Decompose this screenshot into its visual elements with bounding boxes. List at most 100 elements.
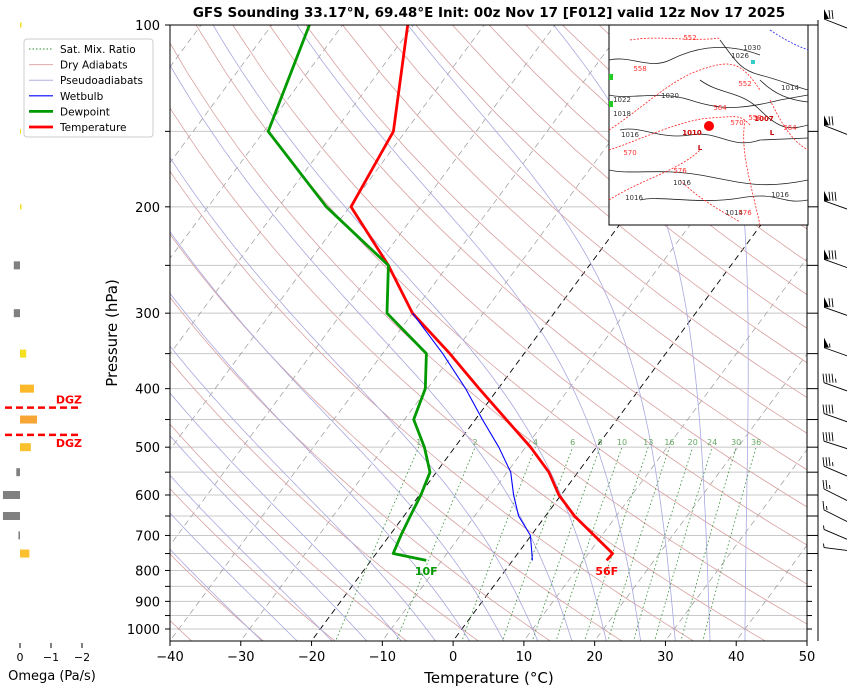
- wind-barb-half: [823, 525, 825, 530]
- height-contour: [609, 116, 751, 151]
- wind-barb-staff: [823, 18, 847, 29]
- y-tick-label: 200: [135, 201, 160, 216]
- pseudoadiabat: [170, 292, 471, 641]
- wind-barb-pennant: [824, 9, 829, 19]
- wind-barb-staff: [823, 529, 847, 540]
- dry-adiabat: [452, 25, 807, 329]
- height-contour: [769, 99, 808, 151]
- wetbulb-profile: [412, 312, 533, 561]
- mixing-ratio-lines: [335, 447, 757, 641]
- y-tick-label: 1000: [127, 623, 160, 638]
- omega-bar: [20, 204, 22, 210]
- x-axis-label: Temperature (°C): [423, 669, 553, 687]
- wind-barb-staff: [823, 413, 847, 423]
- wind-barb-staff: [823, 465, 847, 477]
- isobar-label: 1026: [731, 52, 749, 60]
- x-tick-label: 0: [449, 650, 457, 665]
- omega-bar: [16, 468, 20, 477]
- dry-adiabat: [305, 25, 807, 471]
- isotherm-line: [170, 25, 344, 259]
- isobar-line: [699, 79, 808, 129]
- omega-bar: [20, 443, 31, 452]
- wind-barb-pennant: [824, 297, 829, 308]
- wind-barb: [812, 432, 847, 450]
- omega-panel: Omega (Pa/s) 0 −1 −2 DGZ DGZ: [2, 22, 96, 684]
- height-label: 570: [730, 119, 743, 127]
- mixing-ratio-line: [461, 447, 536, 641]
- omega-tick-label: −2: [74, 651, 90, 664]
- mixing-ratio-label: 20: [688, 438, 698, 447]
- dry-adiabat: [170, 423, 408, 641]
- isotherm-line: [170, 25, 485, 451]
- legend-entry: Wetbulb: [60, 91, 104, 103]
- dry-adiabat: [378, 25, 807, 399]
- isobar-label: 1016: [621, 131, 639, 139]
- isobar-line: [639, 195, 808, 202]
- isotherm-line: [170, 25, 414, 355]
- omega-bar: [2, 511, 20, 520]
- wind-barb-full: [822, 479, 825, 490]
- dry-adiabat: [170, 296, 551, 641]
- x-tick-label: 10: [516, 650, 533, 665]
- pseudoadiabats: [170, 25, 749, 641]
- pseudoadiabat: [170, 157, 539, 641]
- pressure-gridlines: [170, 25, 807, 630]
- isotherm-line: [170, 25, 556, 546]
- pseudoadiabat: [170, 435, 368, 641]
- wind-barb-full: [834, 250, 837, 260]
- wind-barb-full: [831, 9, 834, 20]
- wind-barb-staff: [823, 347, 847, 357]
- wind-barb-half: [835, 378, 837, 383]
- legend-entry: Dewpoint: [60, 106, 110, 118]
- legend-entry: Dry Adiabats: [60, 60, 128, 72]
- omega-bar: [2, 491, 20, 500]
- omega-axis-label: Omega (Pa/s): [8, 669, 96, 684]
- mixing-ratio-label: 16: [664, 438, 674, 447]
- mixing-ratio-label: 8: [598, 438, 603, 447]
- wind-barb: [812, 543, 847, 555]
- wind-barb-pennant: [824, 190, 829, 201]
- wind-barb-full: [828, 116, 831, 126]
- y-tick-label: 700: [135, 529, 160, 544]
- height-label: 552: [738, 80, 751, 88]
- wind-barb-full: [831, 432, 834, 442]
- height-label: 558: [633, 65, 646, 73]
- dry-adiabat: [170, 42, 807, 625]
- dry-adiabat: [268, 25, 807, 508]
- wind-barb: [812, 525, 847, 540]
- omega-tick-label: 0: [17, 651, 24, 664]
- green-marker: [609, 74, 613, 80]
- height-contour: [609, 149, 701, 201]
- wind-barb-full: [831, 116, 834, 126]
- height-label: 558: [748, 114, 761, 122]
- wind-barb-full: [822, 373, 825, 383]
- y-axis-label: Pressure (hPa): [103, 279, 121, 387]
- y-tick-label: 600: [135, 489, 160, 504]
- legend-box: [23, 38, 154, 138]
- y-tick-label: 400: [135, 383, 160, 398]
- wind-barb-full: [828, 404, 831, 414]
- wind-barb-half: [826, 505, 828, 511]
- isotherm-line: [170, 25, 273, 164]
- dry-adiabat: [415, 25, 807, 364]
- pseudoadiabat: [170, 64, 573, 641]
- isobar-line: [609, 94, 808, 108]
- mixing-ratio-line: [501, 447, 574, 641]
- wind-barb: [812, 190, 847, 210]
- wind-barb: [812, 249, 847, 269]
- wind-barb-full: [828, 9, 831, 20]
- location-marker: [704, 121, 714, 131]
- dgz-label: DGZ: [56, 394, 82, 407]
- dry-adiabat: [232, 25, 807, 546]
- wind-barb: [812, 9, 847, 29]
- pseudoadiabat: [170, 548, 263, 641]
- wind-barb-full: [834, 191, 837, 201]
- mixing-ratio-line: [633, 447, 694, 641]
- pseudoadiabat: [296, 25, 642, 641]
- wind-barb-full: [825, 479, 828, 490]
- wind-barb-full: [825, 404, 828, 414]
- wind-barb-pennant: [824, 337, 829, 348]
- mixing-ratio-line: [654, 447, 713, 641]
- wind-barb-half: [829, 343, 831, 348]
